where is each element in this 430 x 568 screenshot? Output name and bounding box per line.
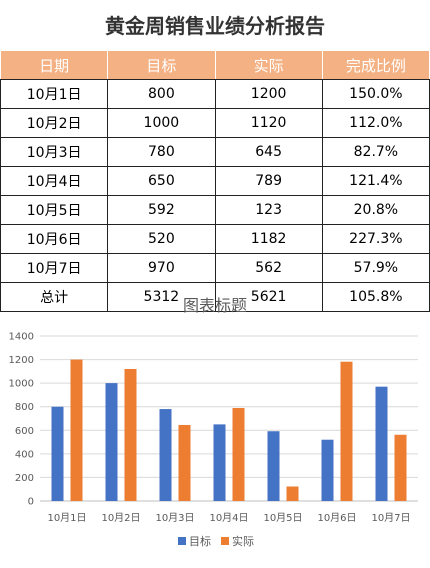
bar-actual (232, 408, 245, 501)
y-tick-label: 1400 (9, 332, 34, 343)
bar-target (105, 383, 118, 501)
x-tick-label: 10月7日 (371, 512, 410, 524)
cell-ratio: 82.7% (321, 137, 430, 167)
table-row: 10月7日 970 562 57.9% (0, 253, 430, 283)
y-tick-label: 800 (15, 402, 34, 413)
bar-actual (394, 434, 407, 501)
cell-actual: 1182 (214, 224, 323, 254)
sales-table: 日期 目标 实际 完成比例 10月1日 800 1200 150.0% 10月2… (0, 50, 430, 312)
y-tick-label: 600 (15, 426, 34, 437)
table-row: 10月1日 800 1200 150.0% (0, 79, 430, 109)
bar-chart: 图表标题 0 200 400 600 800 1000 1200 1400 10月1日 10月2日… (9, 296, 418, 548)
cell-date: 10月3日 (0, 137, 109, 167)
cell-ratio: 121.4% (321, 166, 430, 196)
header-date: 日期 (0, 50, 109, 80)
cell-ratio: 227.3% (321, 224, 430, 254)
x-tick-label: 10月1日 (47, 512, 86, 524)
table-row: 10月3日 780 645 82.7% (0, 137, 430, 167)
cell-date: 10月6日 (0, 224, 109, 254)
cell-actual: 645 (214, 137, 323, 167)
x-tick-label: 10月6日 (317, 512, 356, 524)
bar-target (51, 406, 64, 501)
y-tick-label: 400 (15, 449, 34, 460)
chart-area: 图表标题 0 200 400 600 800 1000 1200 1400 10月1日 10月2日… (0, 288, 430, 564)
legend-label-target: 目标 (189, 534, 211, 548)
legend-swatch-actual (221, 537, 229, 545)
x-tick-label: 10月3日 (155, 512, 194, 524)
bar-target (375, 386, 388, 501)
y-tick-label: 1200 (9, 355, 34, 366)
cell-ratio: 150.0% (321, 79, 430, 109)
cell-actual: 1200 (214, 79, 323, 109)
cell-ratio: 57.9% (321, 253, 430, 283)
cell-target: 780 (107, 137, 216, 167)
header-target: 目标 (107, 50, 216, 80)
header-ratio: 完成比例 (321, 50, 430, 80)
table-header-row: 日期 目标 实际 完成比例 (0, 50, 430, 80)
cell-date: 10月4日 (0, 166, 109, 196)
bar-target (321, 439, 334, 501)
bar-actual (178, 424, 191, 501)
cell-ratio: 112.0% (321, 108, 430, 138)
table-row: 10月6日 520 1182 227.3% (0, 224, 430, 254)
table-row: 10月2日 1000 1120 112.0% (0, 108, 430, 138)
bar-actual (286, 486, 299, 501)
cell-date: 10月7日 (0, 253, 109, 283)
table-total-row: 总计 5312 5621 105.8% (0, 282, 430, 312)
cell-total-ratio: 105.8% (321, 282, 430, 312)
chart-title: 图表标题 (183, 296, 247, 315)
cell-target: 970 (107, 253, 216, 283)
cell-total-target: 5312 (107, 282, 216, 312)
bar-target (267, 431, 280, 501)
cell-target: 520 (107, 224, 216, 254)
cell-target: 592 (107, 195, 216, 225)
cell-target: 1000 (107, 108, 216, 138)
bar-actual (70, 359, 83, 501)
x-tick-label: 10月2日 (101, 512, 140, 524)
cell-date: 10月2日 (0, 108, 109, 138)
bar-target (159, 409, 172, 501)
cell-actual: 123 (214, 195, 323, 225)
cell-target: 650 (107, 166, 216, 196)
bar-actual (124, 369, 137, 501)
legend-swatch-target (178, 537, 186, 545)
table-row: 10月5日 592 123 20.8% (0, 195, 430, 225)
cell-actual: 562 (214, 253, 323, 283)
cell-total-label: 总计 (0, 282, 109, 312)
cell-date: 10月1日 (0, 79, 109, 109)
table-row: 10月4日 650 789 121.4% (0, 166, 430, 196)
x-tick-label: 10月4日 (209, 512, 248, 524)
cell-actual: 789 (214, 166, 323, 196)
cell-target: 800 (107, 79, 216, 109)
report-title: 黄金周销售业绩分析报告 (105, 13, 325, 38)
cell-actual: 1120 (214, 108, 323, 138)
y-tick-label: 1000 (9, 379, 34, 390)
cell-ratio: 20.8% (321, 195, 430, 225)
bar-target (213, 424, 226, 501)
y-tick-label: 0 (28, 497, 34, 508)
header-actual: 实际 (214, 50, 323, 80)
legend-label-actual: 实际 (232, 534, 254, 548)
x-tick-label: 10月5日 (263, 512, 302, 524)
cell-date: 10月5日 (0, 195, 109, 225)
bar-actual (340, 361, 353, 501)
y-tick-label: 200 (15, 473, 34, 484)
